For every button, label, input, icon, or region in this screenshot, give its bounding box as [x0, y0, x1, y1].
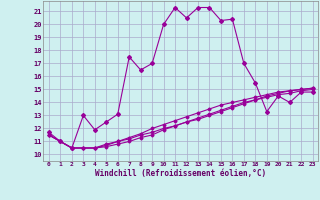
X-axis label: Windchill (Refroidissement éolien,°C): Windchill (Refroidissement éolien,°C): [95, 169, 266, 178]
